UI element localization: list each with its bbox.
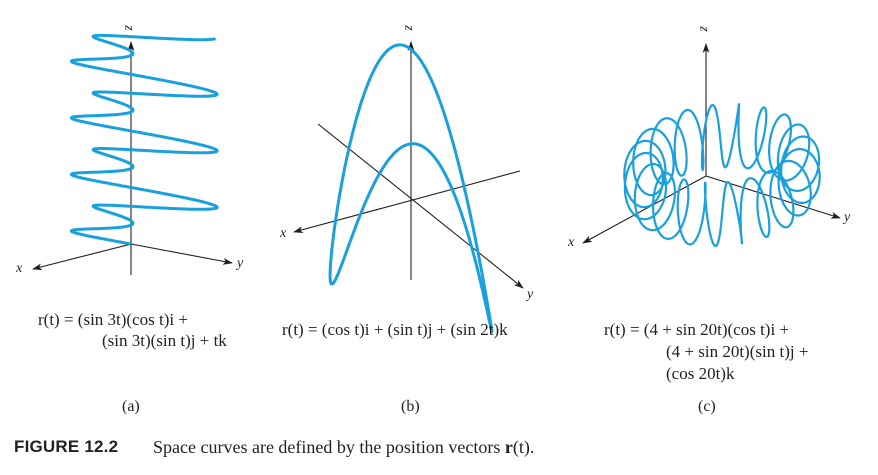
panel-a-z-label: z — [121, 25, 137, 31]
figure-number: FIGURE 12.2 — [14, 437, 119, 456]
panel-c-x-label: x — [568, 235, 575, 250]
panel-a-axes — [32, 41, 233, 275]
panel-b-y-label: y — [527, 287, 534, 302]
panel-b-z-label: z — [401, 25, 417, 31]
figure-caption-arg: (t). — [512, 437, 535, 457]
panel-c-axes — [582, 43, 841, 244]
panel-a-y-axis — [130, 243, 233, 265]
panel-a-curve — [69, 33, 219, 246]
panel-b-equation: r(t) = (cos t)i + (sin t)j + (sin 2t)k — [282, 320, 508, 339]
panel-c-equation-line-2: (4 + sin 20t)(sin t)j + — [666, 342, 809, 361]
panel-a-equation-line-2: (sin 3t)(sin t)j + tk — [102, 331, 227, 350]
panel-a-y-label: y — [237, 256, 244, 271]
figure-caption-text: Space curves are defined by the position… — [153, 437, 505, 457]
panel-c-equation-line-3: (cos 20t)k — [666, 364, 735, 383]
figure-caption: Space curves are defined by the position… — [153, 437, 534, 458]
panel-b-axes — [293, 41, 524, 289]
panel-c-curve — [623, 103, 821, 247]
panel-a-label: (a) — [122, 398, 140, 415]
panel-c-z-label: z — [696, 26, 712, 32]
panel-c-equation-line-1: r(t) = (4 + sin 20t)(cos t)i + — [604, 320, 790, 339]
panel-c-label: (c) — [698, 398, 716, 415]
panel-a-x-label: x — [16, 261, 23, 276]
panel-c-x-axis — [582, 175, 707, 244]
panel-b-label: (b) — [401, 398, 420, 415]
panel-a-equation-line-1: r(t) = (sin 3t)(cos t)i + — [38, 310, 188, 329]
panel-c-y-label: y — [844, 210, 851, 225]
figure-caption-vector: r — [504, 437, 513, 457]
panel-b-curve — [328, 43, 494, 334]
panel-b-x-label: x — [280, 226, 287, 241]
panel-a-x-axis — [32, 243, 132, 271]
panel-b-y-axis — [317, 123, 524, 289]
panel-b-x-axis — [293, 170, 521, 234]
